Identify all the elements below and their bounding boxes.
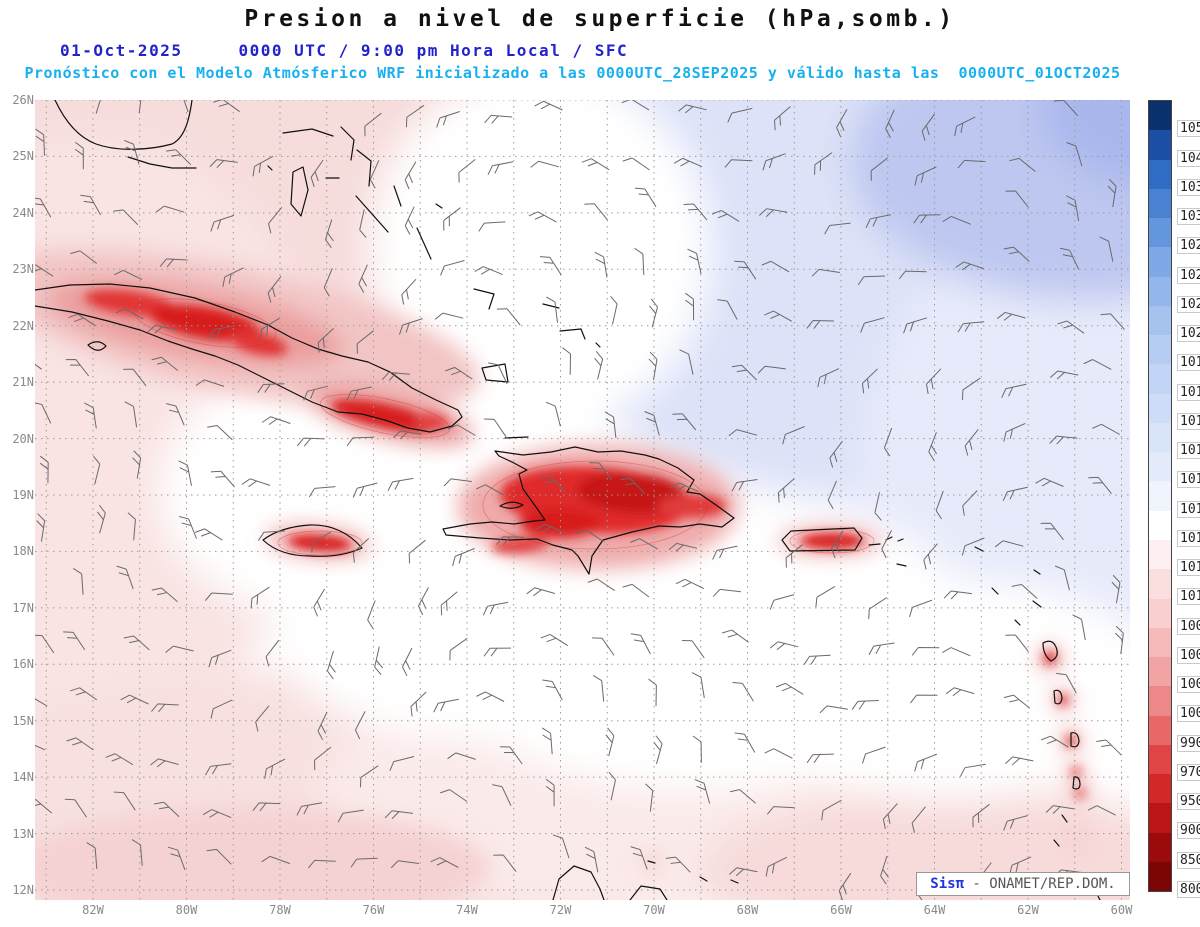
colorbar-band [1149,276,1171,306]
valid-date: 01-Oct-2025 [60,41,183,60]
colorbar-tick-label: 1002 [1177,676,1200,694]
lat-tick-label: 24N [12,205,34,220]
colorbar-tick-label: 1010 [1177,588,1200,606]
page-title: Presion a nivel de superficie (hPa,somb.… [244,6,956,32]
colorbar-band [1149,218,1171,248]
colorbar-tick-label: 1030 [1177,208,1200,226]
lat-tick-label: 15N [12,713,34,728]
lat-tick-label: 17N [12,600,34,615]
lat-tick-label: 25N [12,149,34,164]
lat-tick-label: 14N [12,770,34,785]
colorbar-band [1149,657,1171,687]
watermark-text: - ONAMET/REP.DOM. [964,876,1116,892]
colorbar-tick-label: 1012 [1177,559,1200,577]
colorbar-band [1149,188,1171,219]
colorbar-tick-label: 950 [1177,793,1200,811]
colorbar-band [1149,305,1171,336]
latlon-grid [35,100,1130,900]
lat-tick-label: 13N [12,826,34,841]
colorbar-tick-label: 850 [1177,851,1200,869]
colorbar-tick-label: 1008 [1177,617,1200,635]
valid-time-line: 01-Oct-2025 0000 UTC / 9:00 pm Hora Local… [60,41,628,60]
lon-tick-label: 66W [830,903,852,917]
colorbar-band [1149,539,1171,570]
colorbar-tick-label: 1022 [1177,295,1200,313]
colorbar-band [1149,481,1171,511]
colorbar-tick-label: 970 [1177,763,1200,781]
colorbar-tick-label: 1016 [1177,442,1200,460]
lon-tick-label: 76W [362,903,385,917]
colorbar-band [1149,130,1171,160]
lon-tick-label: 80W [175,903,198,917]
colorbar-band [1149,774,1171,804]
colorbar-band [1149,627,1171,658]
colorbar-band [1149,715,1171,745]
wind-barbs-layer [35,100,1125,900]
lat-tick-label: 16N [12,657,34,672]
watermark-brand: Sisπ [930,876,964,892]
watermark-badge: Sisπ - ONAMET/REP.DOM. [916,872,1130,896]
colorbar-band [1149,159,1171,189]
lon-tick-label: 64W [923,903,946,917]
colorbar-band [1149,452,1171,482]
colorbar-tick-label: 1028 [1177,237,1200,255]
colorbar-band [1149,335,1171,365]
lat-tick-label: 26N [12,93,34,107]
colorbar-band [1149,832,1171,862]
coastlines-layer [35,100,1101,900]
colorbar-tick-label: 1035 [1177,178,1200,196]
colorbar-band [1149,569,1171,599]
colorbar-band [1149,861,1171,892]
colorbar-tick-label: 1015 [1177,471,1200,489]
colorbar-band [1149,803,1171,833]
colorbar-tick-label: 990 [1177,734,1200,752]
pressure-colorbar [1148,100,1172,892]
lat-tick-label: 21N [12,375,34,390]
lon-tick-label: 60W [1110,903,1133,917]
colorbar-tick-label: 1006 [1177,646,1200,664]
colorbar-tick-label: 900 [1177,822,1200,840]
colorbar-band [1149,598,1171,628]
colorbar-tick-label: 1050 [1177,120,1200,138]
lon-tick-label: 62W [1017,903,1039,917]
lat-tick-label: 22N [12,318,34,333]
colorbar-tick-label: 1017 [1177,412,1200,430]
lat-tick-label: 19N [12,488,34,502]
lat-tick-label: 18N [12,544,34,559]
colorbar-tick-label: 1040 [1177,149,1200,167]
pressure-contour-hints [133,298,875,556]
colorbar-tick-label: 1000 [1177,705,1200,723]
lon-tick-label: 72W [549,903,572,917]
colorbar-tick-label: 1018 [1177,383,1200,401]
colorbar-band [1149,393,1171,423]
colorbar-band [1149,247,1171,277]
colorbar-tick-label: 1013 [1177,529,1200,547]
lon-tick-label: 70W [643,903,665,917]
lat-tick-label: 20N [12,431,34,446]
colorbar-tick-label: 1020 [1177,325,1200,343]
lon-tick-label: 74W [456,903,478,917]
lat-tick-label: 23N [12,262,34,277]
colorbar-band [1149,422,1171,453]
colorbar-band [1149,510,1171,540]
colorbar-tick-label: 1014 [1177,500,1200,518]
colorbar-tick-label: 1019 [1177,354,1200,372]
valid-time: 0000 UTC / 9:00 pm Hora Local / SFC [238,41,629,60]
forecast-model-line: Pronóstico con el Modelo Atmósferico WRF… [24,64,1121,82]
colorbar-band [1149,744,1171,775]
lon-tick-label: 82W [82,903,104,917]
colorbar-band [1149,364,1171,394]
colorbar-band [1149,101,1171,131]
colorbar-tick-label: 800 [1177,881,1200,898]
colorbar-tick-label: 1025 [1177,266,1200,284]
lon-tick-label: 68W [736,903,759,917]
lon-tick-label: 78W [269,903,291,917]
lat-tick-label: 12N [12,883,34,897]
colorbar-band [1149,686,1171,716]
